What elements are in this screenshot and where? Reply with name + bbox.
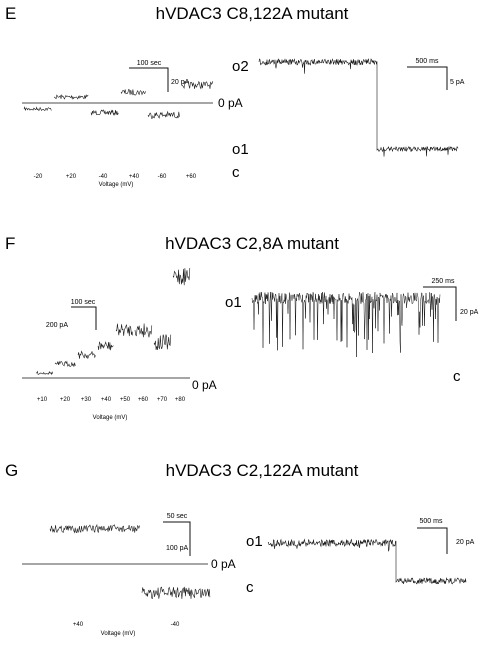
panel-e-zero-label: 0 pA xyxy=(218,96,243,110)
panel-f-tick: +60 xyxy=(138,397,149,403)
panel-g-sc-current-scale: 20 pA xyxy=(456,539,475,546)
panel-g-iv-recording: 0 pA 50 sec 100 pA +40 -40 Voltage (mV) xyxy=(22,513,236,637)
panel-e-current-step xyxy=(120,88,146,96)
panel-e-iv-scale-bar xyxy=(129,67,169,92)
panel-f-current-step xyxy=(36,370,54,376)
panel-f-tick: +20 xyxy=(60,397,71,403)
panel-g-single-channel: o1 c 500 ms 20 pA xyxy=(246,518,475,596)
panel-g-state-o1: o1 xyxy=(246,533,263,550)
panel-e-state-o2: o2 xyxy=(232,58,249,75)
panel-g-iv-time-scale: 50 sec xyxy=(167,513,188,520)
panel-f-current-step xyxy=(134,323,153,338)
panel-f-current-step xyxy=(172,267,191,286)
panel-g-sc-scale-bar xyxy=(417,527,448,554)
panel-e-current-step xyxy=(53,94,89,100)
panel-e-title: hVDAC3 C8,122A mutant xyxy=(156,4,349,23)
panel-e-iv-steps xyxy=(23,80,214,119)
panel-f-current-step xyxy=(54,360,76,367)
panel-f-sc-time-scale: 250 ms xyxy=(432,278,455,285)
panel-f-single-channel: o1 c 250 ms 20 pA xyxy=(225,278,479,385)
panel-f-state-c: c xyxy=(453,368,461,385)
panel-f-current-step xyxy=(97,341,114,351)
panel-g-sc-time-scale: 500 ms xyxy=(420,518,443,525)
panel-f-sc-current-scale: 20 pA xyxy=(460,309,479,316)
panel-e-iv-recording: 0 pA 100 sec 20 pA -20 +20 -40 +40 -60 +… xyxy=(22,60,243,188)
panel-f-title: hVDAC3 C2,8A mutant xyxy=(165,234,339,253)
panel-g-title: hVDAC3 C2,122A mutant xyxy=(166,461,359,480)
panel-g-zero-label: 0 pA xyxy=(211,557,236,571)
panel-f-iv-current-scale: 200 pA xyxy=(46,322,69,329)
panel-g: G hVDAC3 C2,122A mutant 0 pA 50 sec 100 … xyxy=(5,461,475,637)
panel-e-current-step xyxy=(23,106,52,112)
panel-e-iv-time-scale: 100 sec xyxy=(137,60,162,67)
panel-f-current-step xyxy=(153,334,172,351)
panel-e-voltage-ticks: -20 +20 -40 +40 -60 +60 xyxy=(34,174,197,180)
panel-e-current-step xyxy=(90,109,119,116)
panel-f-voltage-ticks: +10 +20 +30 +40 +50 +60 +70 +80 xyxy=(37,397,186,403)
panel-f-tick: +10 xyxy=(37,397,48,403)
panel-g-single-channel-trace xyxy=(267,538,467,585)
panel-g-voltage-ticks: +40 -40 xyxy=(73,622,180,628)
panel-g-tick: -40 xyxy=(171,622,180,628)
panel-f-current-step xyxy=(115,323,134,337)
panel-e-single-channel-trace xyxy=(258,58,459,157)
panel-g-tick: +40 xyxy=(73,622,84,628)
panel-f-xlabel: Voltage (mV) xyxy=(93,415,128,421)
panel-g-xlabel: Voltage (mV) xyxy=(101,631,136,637)
panel-f-tick: +40 xyxy=(101,397,112,403)
panel-g-iv-scale-bar xyxy=(163,521,191,556)
panel-letter-f: F xyxy=(5,234,15,253)
panel-e-tick: +60 xyxy=(186,174,197,180)
panel-e-sc-time-scale: 500 ms xyxy=(416,58,439,65)
panel-g-iv-steps xyxy=(49,523,211,599)
panel-e-current-step xyxy=(147,110,180,119)
panel-letter-e: E xyxy=(5,4,16,23)
panel-g-state-c: c xyxy=(246,579,254,596)
panel-e-sc-scale-bar xyxy=(407,66,448,90)
panel-e-tick: +40 xyxy=(129,174,140,180)
panel-g-current-step xyxy=(49,523,140,534)
panel-g-iv-current-scale: 100 pA xyxy=(166,545,189,552)
panel-e-state-o1: o1 xyxy=(232,141,249,158)
panel-e-xlabel: Voltage (mV) xyxy=(99,182,134,188)
panel-e-tick: -20 xyxy=(34,174,43,180)
panel-f-state-o1: o1 xyxy=(225,294,242,311)
panel-letter-g: G xyxy=(5,461,18,480)
panel-f-tick: +50 xyxy=(120,397,131,403)
panel-f-tick: +70 xyxy=(157,397,168,403)
panel-e-iv-current-scale: 20 pA xyxy=(171,79,190,86)
panel-e-current-step xyxy=(181,80,214,90)
panel-f-sc-scale-bar xyxy=(423,286,457,321)
panel-f-iv-steps xyxy=(36,267,191,376)
panel-e-single-channel: o2 o1 c 500 ms 5 pA xyxy=(232,58,465,181)
panel-g-current-step xyxy=(141,586,211,599)
panel-f: F hVDAC3 C2,8A mutant 0 pA 100 sec 200 p… xyxy=(5,234,479,421)
panel-f-current-step xyxy=(77,350,96,359)
panel-e-state-c: c xyxy=(232,164,240,181)
panel-f-single-channel-trace xyxy=(251,291,441,358)
panel-f-iv-time-scale: 100 sec xyxy=(71,299,96,306)
panel-e-sc-current-scale: 5 pA xyxy=(450,79,465,86)
panel-e: E hVDAC3 C8,122A mutant 0 pA 100 sec 20 … xyxy=(5,4,465,188)
panel-f-iv-recording: 0 pA 100 sec 200 pA +10 +20 +30 +40 +50 … xyxy=(22,267,217,421)
panel-f-zero-label: 0 pA xyxy=(192,378,217,392)
panel-e-tick: +20 xyxy=(66,174,77,180)
panel-f-tick: +80 xyxy=(175,397,186,403)
panel-e-tick: -40 xyxy=(99,174,108,180)
panel-e-tick: -60 xyxy=(158,174,167,180)
panel-f-iv-scale-bar xyxy=(71,306,97,330)
panel-f-tick: +30 xyxy=(81,397,92,403)
